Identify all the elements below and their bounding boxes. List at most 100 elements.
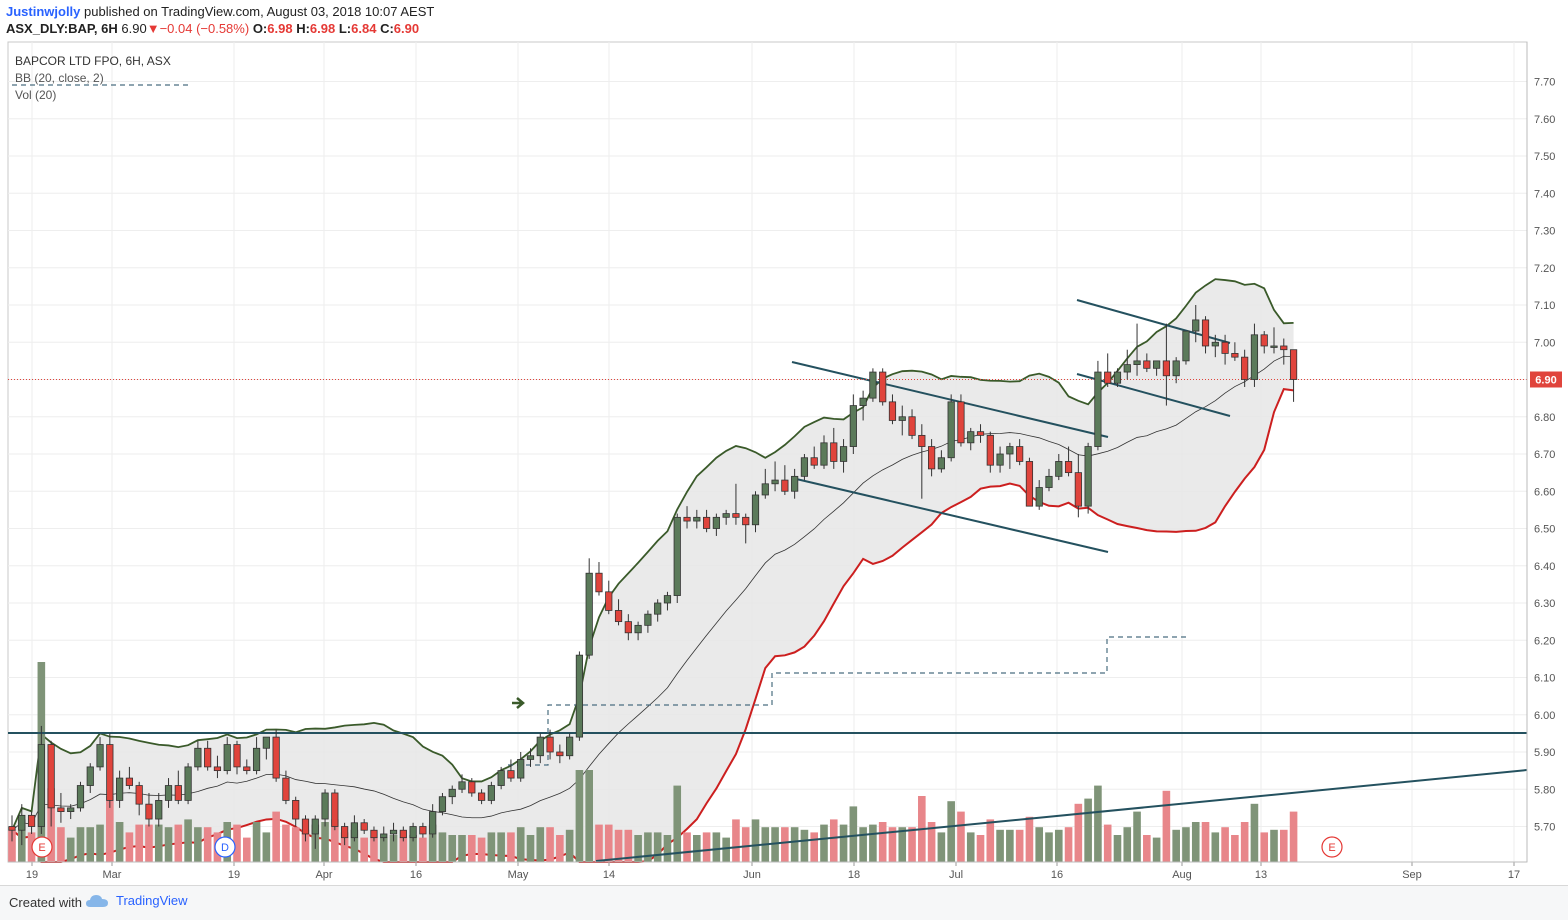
volume-bar-up	[536, 827, 545, 862]
volume-bar-down	[556, 835, 564, 862]
volume-bar-up	[712, 832, 721, 862]
drawings[interactable]	[8, 84, 1528, 862]
flag-lower-line[interactable]	[1076, 373, 1231, 417]
candle-body	[1064, 461, 1073, 474]
candle-body	[1153, 360, 1161, 369]
grid	[7, 41, 1528, 863]
candle-down	[233, 740, 241, 775]
candle-body	[145, 803, 153, 820]
candle-down	[1016, 439, 1024, 466]
price-tick-label: 6.60	[1534, 486, 1555, 498]
date-tick-label: Apr	[315, 869, 332, 881]
date-tick-label: Aug	[1172, 869, 1192, 881]
date-tick-label: 17	[1508, 869, 1520, 881]
volume-bar-up	[1133, 811, 1141, 862]
volume-bar-up	[379, 837, 388, 862]
candle-up	[438, 792, 447, 816]
candle-body	[223, 744, 231, 772]
last-price: 6.90	[121, 21, 147, 36]
candle-down	[1221, 334, 1229, 365]
candle-down	[1104, 353, 1112, 387]
candle-down	[879, 368, 887, 406]
legend-bb[interactable]: BB (20, close, 2)	[15, 71, 104, 85]
candle-down	[888, 394, 897, 425]
volume-bar-down	[1025, 816, 1034, 862]
volume-bar-up	[1006, 829, 1014, 862]
volume-bar-down	[507, 832, 515, 862]
volume-bar-up	[194, 827, 202, 862]
plot-area	[7, 41, 1528, 863]
volume-bar-down	[781, 827, 789, 862]
volume-bar-down	[301, 829, 310, 862]
low-value: 6.84	[351, 21, 377, 36]
volume-bar-up	[1045, 832, 1053, 862]
dividend-event-icon[interactable]: D	[214, 836, 236, 858]
volume-bar-up	[1182, 827, 1190, 862]
volume-bar-up	[565, 829, 574, 862]
volume-bar-down	[8, 829, 16, 862]
legend-vol[interactable]: Vol (20)	[15, 88, 57, 102]
candle-up	[517, 752, 525, 782]
candle-body	[57, 807, 65, 812]
candle-up	[839, 439, 848, 473]
volume-bar-up	[1211, 832, 1220, 862]
candle-body	[331, 792, 339, 827]
volume-bar-up	[1094, 785, 1102, 862]
date-tick-label: 13	[1255, 869, 1267, 881]
candle-down	[908, 409, 916, 440]
candle-down	[742, 513, 750, 544]
volume-bar-up	[634, 835, 642, 862]
long-trendline[interactable]	[595, 769, 1528, 862]
event-circle	[214, 836, 236, 858]
channel-lower-line[interactable]	[791, 477, 1109, 553]
volume-bar-down	[1201, 822, 1210, 862]
volume-bar-down	[888, 827, 897, 862]
candle-body	[859, 397, 867, 406]
event-circle	[31, 836, 53, 858]
price-chart[interactable]: 7.70 7.60 7.50 7.40 7.30 7.20 7.10 7.00 6.90 6.80…	[0, 0, 1568, 885]
candle-body	[771, 479, 779, 485]
volume-bar-down	[1289, 811, 1298, 862]
volume-bar-down	[468, 835, 476, 862]
earnings-event-icon[interactable]: E	[31, 836, 53, 858]
candle-up	[967, 427, 975, 451]
candle-body	[947, 401, 955, 459]
volume-bar-down	[546, 827, 554, 862]
price-tick-label: 7.10	[1534, 300, 1555, 312]
candle-body	[409, 826, 417, 839]
volume-bar-up	[1152, 837, 1161, 862]
candle-body	[370, 829, 378, 839]
candle-body	[702, 516, 711, 529]
candle-body	[1035, 487, 1043, 507]
candle-down	[419, 822, 427, 838]
channel-upper-line[interactable]	[791, 361, 1109, 438]
earnings-event-icon[interactable]: E	[1321, 836, 1343, 858]
candle-body	[1016, 446, 1024, 462]
candle-body	[1094, 371, 1102, 447]
candle-body	[135, 785, 143, 805]
footer-brand[interactable]: TradingView	[86, 893, 188, 908]
price-tick-label: 6.40	[1534, 561, 1555, 573]
volume-bar-down	[1064, 827, 1073, 862]
candle-down	[468, 778, 476, 797]
volume-bar-down	[614, 829, 623, 862]
candle-body	[419, 826, 427, 835]
dashed-step-line[interactable]	[508, 636, 1190, 766]
volume-bar-down	[1143, 835, 1151, 862]
candle-body	[761, 483, 769, 496]
candle-body	[575, 654, 584, 738]
candle-body	[155, 800, 163, 820]
candle-body	[468, 781, 476, 794]
volume-bar-down	[272, 811, 280, 862]
volume-bar-up	[252, 822, 261, 862]
candle-up	[116, 770, 124, 808]
candle-up	[1250, 323, 1259, 387]
candle-up	[575, 651, 584, 741]
author-link[interactable]: Justinwjolly	[6, 4, 81, 19]
candle-down	[781, 465, 789, 495]
candle-up	[1172, 357, 1180, 384]
candle-down	[605, 580, 613, 615]
candle-up	[380, 826, 388, 842]
candle-down	[243, 759, 251, 775]
